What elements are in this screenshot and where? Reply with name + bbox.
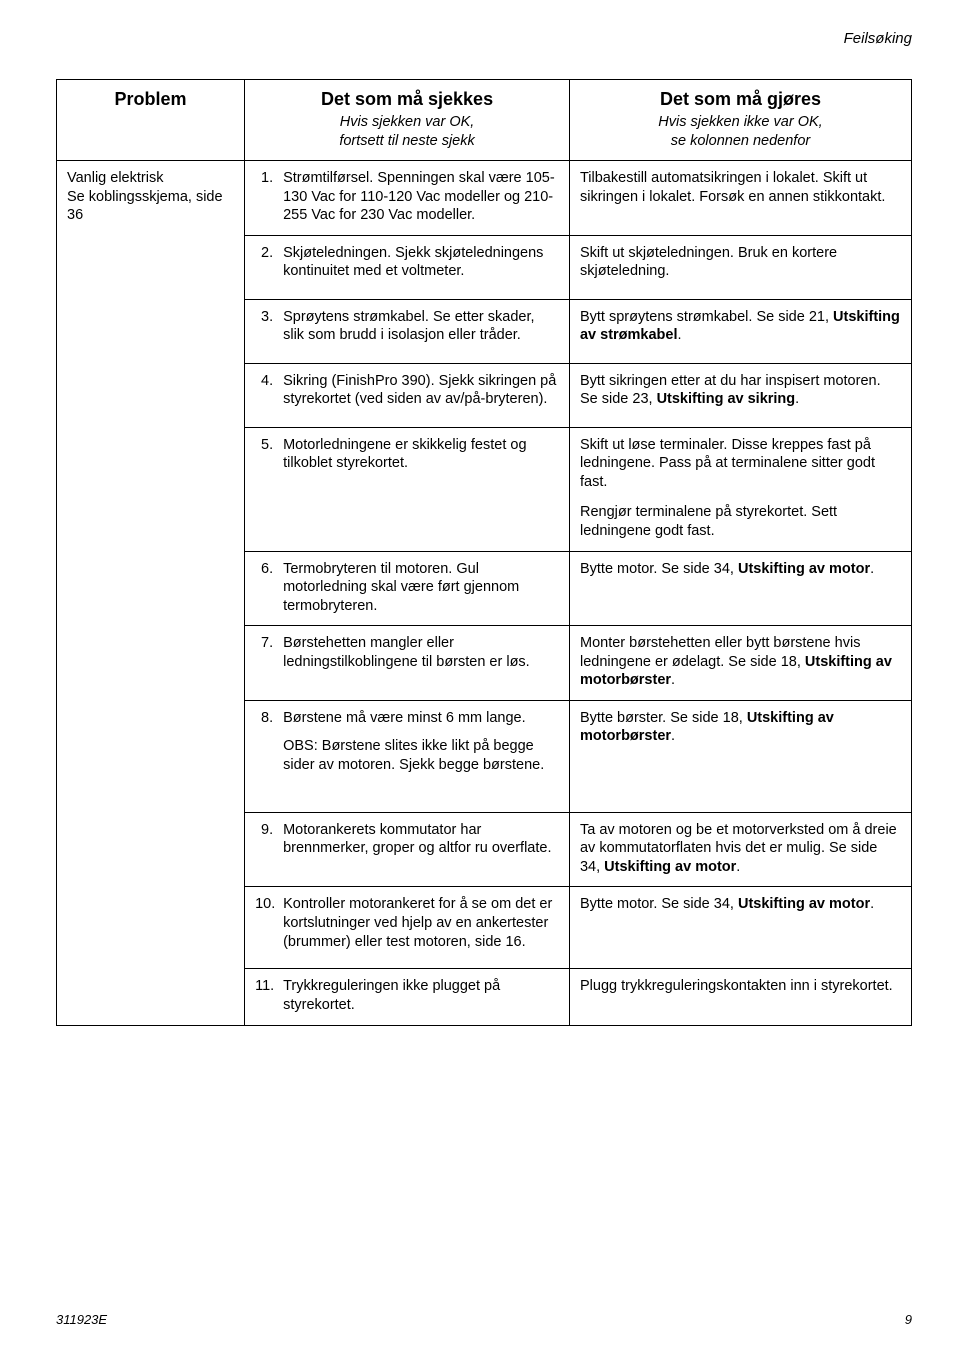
action-cell: Bytt sikringen etter at du har inspisert… bbox=[569, 363, 911, 427]
action-cell: Skift ut skjøteledningen. Bruk en korter… bbox=[569, 235, 911, 299]
troubleshooting-table: Problem Det som må sjekkes Hvis sjekken … bbox=[56, 79, 912, 1026]
check-number: 4. bbox=[255, 372, 277, 409]
check-cell: 4.Sikring (FinishPro 390). Sjekk sikring… bbox=[245, 363, 570, 427]
check-text: Motorankerets kommutator har brennmerker… bbox=[277, 821, 559, 858]
check-cell: 5.Motorledningene er skikkelig festet og… bbox=[245, 427, 570, 551]
check-cell: 2.Skjøteledningen. Sjekk skjøteledningen… bbox=[245, 235, 570, 299]
check-text: Sprøytens strømkabel. Se etter skader, s… bbox=[277, 308, 559, 345]
check-number: 10. bbox=[255, 895, 277, 951]
check-cell: 9.Motorankerets kommutator har brennmerk… bbox=[245, 812, 570, 887]
col-title-problem: Problem bbox=[67, 88, 234, 111]
check-cell: 1.Strømtilførsel. Spenningen skal være 1… bbox=[245, 161, 570, 236]
page-header: Feilsøking bbox=[56, 30, 912, 47]
action-text: Bytte børster. Se side 18, Utskifting av… bbox=[580, 709, 901, 746]
check-text: Motorledningene er skikkelig festet og t… bbox=[277, 436, 559, 473]
action-text: Bytt sprøytens strømkabel. Se side 21, U… bbox=[580, 308, 901, 345]
action-text: Ta av motoren og be et motorverksted om … bbox=[580, 821, 901, 877]
check-text: Kontroller motorankeret for å se om det … bbox=[277, 895, 559, 951]
problem-cell: Vanlig elektriskSe koblingsskjema, side … bbox=[57, 161, 245, 1025]
col-header-check: Det som må sjekkes Hvis sjekken var OK, … bbox=[245, 80, 570, 161]
check-text: Sikring (FinishPro 390). Sjekk sikringen… bbox=[277, 372, 559, 409]
action-text-extra: Rengjør terminalene på styrekortet. Sett… bbox=[580, 503, 901, 540]
col-title-action: Det som må gjøres bbox=[580, 88, 901, 111]
check-text: Børstene må være minst 6 mm lange. bbox=[277, 709, 559, 728]
col-sub2-action: se kolonnen nedenfor bbox=[580, 132, 901, 151]
problem-line: Se koblingsskjema, side 36 bbox=[67, 188, 234, 225]
action-cell: Bytte børster. Se side 18, Utskifting av… bbox=[569, 700, 911, 812]
check-text: Strømtilførsel. Spenningen skal være 105… bbox=[277, 169, 559, 225]
check-text: Børstehetten mangler eller ledningstilko… bbox=[277, 634, 559, 671]
col-title-check: Det som må sjekkes bbox=[255, 88, 559, 111]
col-sub1-action: Hvis sjekken ikke var OK, bbox=[580, 113, 901, 132]
action-cell: Bytt sprøytens strømkabel. Se side 21, U… bbox=[569, 299, 911, 363]
col-sub2-check: fortsett til neste sjekk bbox=[255, 132, 559, 151]
check-number: 11. bbox=[255, 977, 277, 1014]
table-body: Vanlig elektriskSe koblingsskjema, side … bbox=[57, 161, 912, 1025]
action-text: Skift ut løse terminaler. Disse kreppes … bbox=[580, 436, 901, 492]
check-number: 8. bbox=[255, 709, 277, 728]
check-number: 9. bbox=[255, 821, 277, 858]
check-cell: 7.Børstehetten mangler eller ledningstil… bbox=[245, 626, 570, 701]
footer-doc-id: 311923E bbox=[56, 1312, 107, 1327]
page: Feilsøking Problem Det som må sjekkes Hv… bbox=[0, 0, 960, 1351]
check-text: Termobryteren til motoren. Gul motorledn… bbox=[277, 560, 559, 616]
check-cell: 8.Børstene må være minst 6 mm lange. OBS:… bbox=[245, 700, 570, 812]
check-text: Skjøteledningen. Sjekk skjøteledningens … bbox=[277, 244, 559, 281]
action-cell: Ta av motoren og be et motorverksted om … bbox=[569, 812, 911, 887]
table-row: Vanlig elektriskSe koblingsskjema, side … bbox=[57, 161, 912, 236]
action-text: Monter børstehetten eller bytt børstene … bbox=[580, 634, 901, 690]
check-number: 5. bbox=[255, 436, 277, 473]
action-text: Bytte motor. Se side 34, Utskifting av m… bbox=[580, 895, 901, 914]
check-number: 6. bbox=[255, 560, 277, 616]
col-sub1-check: Hvis sjekken var OK, bbox=[255, 113, 559, 132]
check-cell: 11.Trykkreguleringen ikke plugget på sty… bbox=[245, 969, 570, 1025]
check-cell: 3.Sprøytens strømkabel. Se etter skader,… bbox=[245, 299, 570, 363]
action-text: Tilbakestill automatsikringen i lokalet.… bbox=[580, 169, 901, 206]
action-text: Bytte motor. Se side 34, Utskifting av m… bbox=[580, 560, 901, 579]
action-text: Bytt sikringen etter at du har inspisert… bbox=[580, 372, 901, 409]
col-header-action: Det som må gjøres Hvis sjekken ikke var … bbox=[569, 80, 911, 161]
check-cell: 10.Kontroller motorankeret for å se om d… bbox=[245, 887, 570, 969]
action-cell: Skift ut løse terminaler. Disse kreppes … bbox=[569, 427, 911, 551]
problem-line: Vanlig elektrisk bbox=[67, 169, 234, 188]
action-text: Plugg trykkreguleringskontakten inn i st… bbox=[580, 977, 901, 996]
check-number: 1. bbox=[255, 169, 277, 225]
check-number: 3. bbox=[255, 308, 277, 345]
action-cell: Tilbakestill automatsikringen i lokalet.… bbox=[569, 161, 911, 236]
check-number: 7. bbox=[255, 634, 277, 671]
check-cell: 6.Termobryteren til motoren. Gul motorle… bbox=[245, 551, 570, 626]
action-cell: Bytte motor. Se side 34, Utskifting av m… bbox=[569, 887, 911, 969]
check-text: Trykkreguleringen ikke plugget på styrek… bbox=[277, 977, 559, 1014]
check-note: OBS: Børstene slites ikke likt på begge … bbox=[255, 737, 559, 774]
page-footer: 311923E 9 bbox=[56, 1312, 912, 1327]
action-text: Skift ut skjøteledningen. Bruk en korter… bbox=[580, 244, 901, 281]
action-cell: Monter børstehetten eller bytt børstene … bbox=[569, 626, 911, 701]
check-number: 2. bbox=[255, 244, 277, 281]
action-cell: Bytte motor. Se side 34, Utskifting av m… bbox=[569, 551, 911, 626]
footer-page-number: 9 bbox=[905, 1312, 912, 1327]
action-cell: Plugg trykkreguleringskontakten inn i st… bbox=[569, 969, 911, 1025]
col-header-problem: Problem bbox=[57, 80, 245, 161]
